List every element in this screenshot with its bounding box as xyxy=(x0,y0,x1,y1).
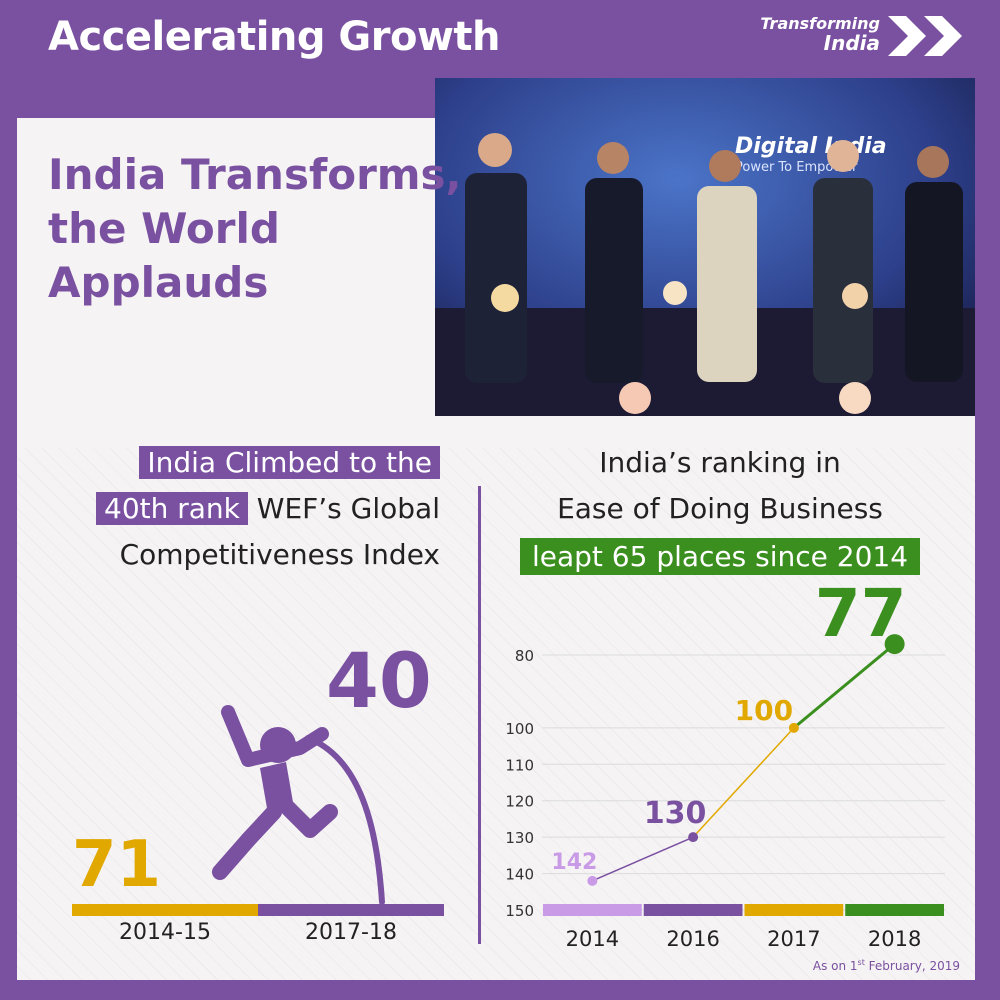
x-tick-label: 2014 xyxy=(566,927,619,950)
category-bar xyxy=(643,904,743,916)
banner-subtitle: Power To Empower xyxy=(735,160,858,175)
wef-caption-line3: Competitiveness Index xyxy=(119,538,440,571)
wef-caption-line1: India Climbed to the xyxy=(139,446,440,479)
chevrons-icon xyxy=(888,16,962,56)
footnote: As on 1st February, 2019 xyxy=(812,958,960,973)
y-tick-label: 140 xyxy=(505,866,534,884)
wef-caption-line2: WEF’s Global xyxy=(256,492,440,525)
wef-to-bar xyxy=(258,904,444,916)
data-label: 77 xyxy=(815,580,907,652)
data-point xyxy=(688,832,699,843)
y-tick-label: 100 xyxy=(505,720,534,738)
wef-caption-rank: 40th rank xyxy=(96,492,248,525)
brand-line1: Transforming xyxy=(760,14,880,33)
y-tick-label: 110 xyxy=(505,756,534,774)
series-line xyxy=(792,642,896,730)
x-tick-label: 2016 xyxy=(666,927,719,950)
x-tick-label: 2017 xyxy=(767,927,820,950)
brand-line2: India xyxy=(823,31,880,55)
y-tick-label: 150 xyxy=(505,902,534,920)
wef-to-value: 40 xyxy=(326,636,432,725)
data-label: 142 xyxy=(551,850,597,875)
y-tick-label: 120 xyxy=(505,793,534,811)
ease-title-line2: Ease of Doing Business xyxy=(557,492,883,525)
header-title: Accelerating Growth xyxy=(48,14,501,60)
data-point xyxy=(788,722,799,733)
series-line xyxy=(692,727,795,838)
section-divider xyxy=(478,486,481,944)
people-silhouettes xyxy=(465,133,963,383)
y-tick-label: 80 xyxy=(515,647,534,665)
data-label: 130 xyxy=(644,796,707,831)
headline-line2: the World xyxy=(48,204,280,253)
data-label: 100 xyxy=(735,694,793,727)
ease-title-line1: India’s ranking in xyxy=(599,446,841,479)
ease-title: India’s ranking in Ease of Doing Busines… xyxy=(490,440,950,580)
category-bar xyxy=(845,904,944,916)
background-pattern xyxy=(17,448,975,980)
x-tick-label: 2018 xyxy=(868,927,921,950)
ease-chart: 80 100 110 120 130 140 150 2014 2016 2017 2018 142 1… xyxy=(505,580,945,950)
wef-from-label: 2014-15 xyxy=(119,920,211,945)
event-photo: Digital India Power To Empower xyxy=(435,78,975,416)
wef-from-bar xyxy=(72,904,258,916)
brand-logo: Transforming India xyxy=(760,14,970,56)
wef-from-value: 71 xyxy=(72,828,162,902)
ease-highlight: leapt 65 places since 2014 xyxy=(519,538,921,575)
data-point xyxy=(587,875,598,886)
wef-to-label: 2017-18 xyxy=(305,920,397,945)
flowers xyxy=(491,281,871,414)
data-point xyxy=(884,634,905,655)
category-bar xyxy=(543,904,642,916)
pole-vaulter-icon xyxy=(212,705,385,905)
headline-line1: India Transforms, xyxy=(48,150,462,199)
headline: India Transforms, the World Applauds xyxy=(48,148,462,310)
banner-title: Digital India xyxy=(735,134,887,159)
category-bar xyxy=(744,904,844,916)
y-tick-label: 130 xyxy=(505,829,534,847)
series-line xyxy=(592,836,694,882)
headline-line3: Applauds xyxy=(48,258,269,307)
wef-caption: India Climbed to the 40th rank WEF’s Glo… xyxy=(40,440,440,578)
